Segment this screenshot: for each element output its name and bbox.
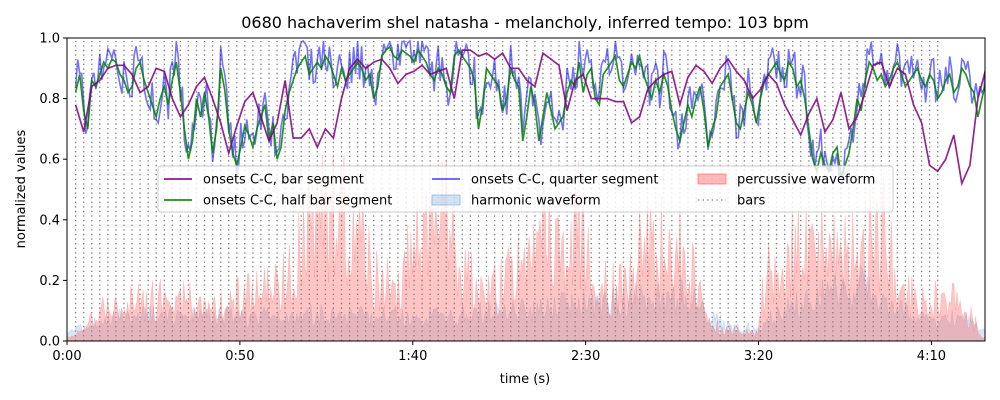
x-axis-label: time (s) [500,372,550,387]
legend-area-swatch [697,173,727,185]
y-tick-label: 0.0 [39,335,60,350]
y-tick-label: 0.6 [39,153,60,168]
legend-label: onsets C-C, quarter segment [471,173,658,188]
y-tick-label: 0.8 [39,92,60,107]
y-tick-label: 0.2 [39,274,60,289]
percussive-waveform-area [67,153,985,341]
legend-label: onsets C-C, half bar segment [203,194,392,209]
x-tick-label: 0:00 [52,349,81,364]
plot-area [67,39,985,341]
legend-label: harmonic waveform [471,194,601,209]
x-tick-label: 1:40 [398,349,427,364]
x-tick-label: 3:20 [744,349,773,364]
legend-label: bars [737,194,766,209]
legend-box [157,165,894,213]
axes: 0:00 0:50 1:40 2:30 3:20 4:10 0.0 0.2 0.4 0.6 0.8 1… [39,32,986,364]
legend: onsets C-C, bar segment onsets C-C, half … [157,165,894,213]
y-axis-label: normalized values [14,129,29,248]
x-tick-label: 4:10 [917,349,946,364]
y-tick-label: 1.0 [39,32,60,47]
legend-area-swatch [431,194,461,206]
plot-frame [66,37,986,342]
plot-clip-group [67,39,985,341]
harmonic-waveform-area [67,264,985,341]
legend-label: percussive waveform [737,173,875,188]
quarter-segment-line [74,39,985,183]
y-tick-label: 0.4 [39,213,60,228]
chart-title: 0680 hachaverim shel natasha - melanchol… [241,13,809,32]
x-tick-label: 0:50 [225,349,254,364]
half-bar-segment-line [74,45,985,178]
bar-segment-line [74,49,985,187]
x-tick-label: 2:30 [571,349,600,364]
legend-label: onsets C-C, bar segment [203,173,364,188]
